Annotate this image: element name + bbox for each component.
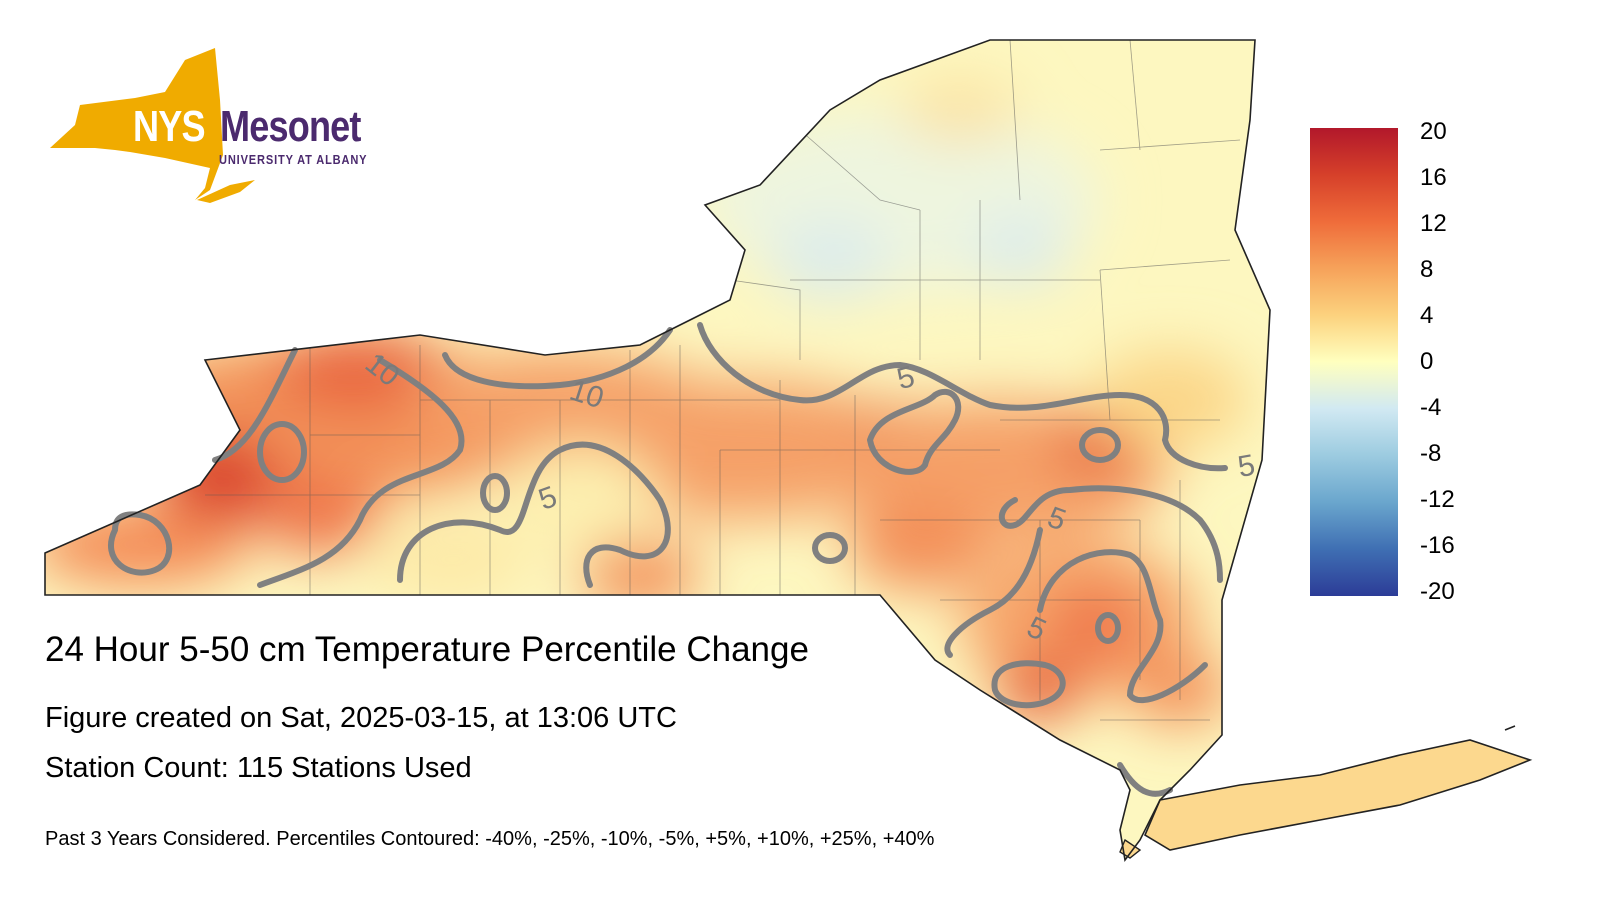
footnote-text: Past 3 Years Considered. Percentiles Con… xyxy=(45,828,935,850)
contour-5-finger xyxy=(397,441,671,588)
contour-5-loop-e xyxy=(991,660,1066,709)
map-title: 24 Hour 5-50 cm Temperature Percentile C… xyxy=(45,630,809,669)
contour-10-lake xyxy=(442,327,673,390)
logo-mesonet-text: Mesonet xyxy=(220,102,361,151)
contour-5-central-loop xyxy=(867,388,962,475)
nys-mesonet-logo: NYS Mesonet UNIVERSITY AT ALBANY xyxy=(45,40,405,215)
contour-label: 5 xyxy=(1235,449,1257,484)
colorbar-tick-label: -4 xyxy=(1420,394,1442,421)
colorbar-tick-label: 20 xyxy=(1420,118,1447,145)
contour-5-hudson xyxy=(1117,762,1173,797)
colorbar-tick-label: 12 xyxy=(1420,210,1447,237)
colorbar-tick-label: -16 xyxy=(1420,532,1455,559)
contour-5-loop-b xyxy=(480,473,510,513)
contour-10-north xyxy=(257,357,465,588)
contour-10-erie xyxy=(108,511,173,576)
contour-5-loop-f xyxy=(1095,612,1121,644)
contour-5-loop-d xyxy=(812,532,848,564)
colorbar-tick-label: 16 xyxy=(1420,164,1447,191)
contour-5-loop-c xyxy=(1079,427,1121,463)
county-lines xyxy=(205,40,1241,721)
contour-5-south xyxy=(998,485,1223,583)
contour-10-loop-a xyxy=(257,421,307,483)
heat-field xyxy=(45,80,1250,725)
colorbar-tick-label: 4 xyxy=(1420,302,1434,329)
contour-lines xyxy=(108,322,1228,797)
contour-5-mohawk xyxy=(697,322,1228,472)
logo-university-text: UNIVERSITY AT ALBANY xyxy=(219,152,368,167)
colorbar-tick-label: -20 xyxy=(1420,578,1455,605)
state-border xyxy=(44,39,1271,862)
colorbar-tick-label: 0 xyxy=(1420,348,1434,375)
figure-created-text: Figure created on Sat, 2025-03-15, at 13… xyxy=(45,702,677,734)
contour-10-west xyxy=(212,347,298,463)
colorbar xyxy=(1310,128,1398,596)
colorbar-tick-label: -8 xyxy=(1420,440,1442,467)
ny-state-logo-icon xyxy=(50,48,255,203)
colorbar-tick-label: -12 xyxy=(1420,486,1455,513)
contour-5-catskill xyxy=(944,527,1208,704)
logo-nys-text: NYS xyxy=(133,102,206,151)
colorbar-tick-label: 8 xyxy=(1420,256,1434,283)
station-count-text: Station Count: 115 Stations Used xyxy=(45,752,472,784)
